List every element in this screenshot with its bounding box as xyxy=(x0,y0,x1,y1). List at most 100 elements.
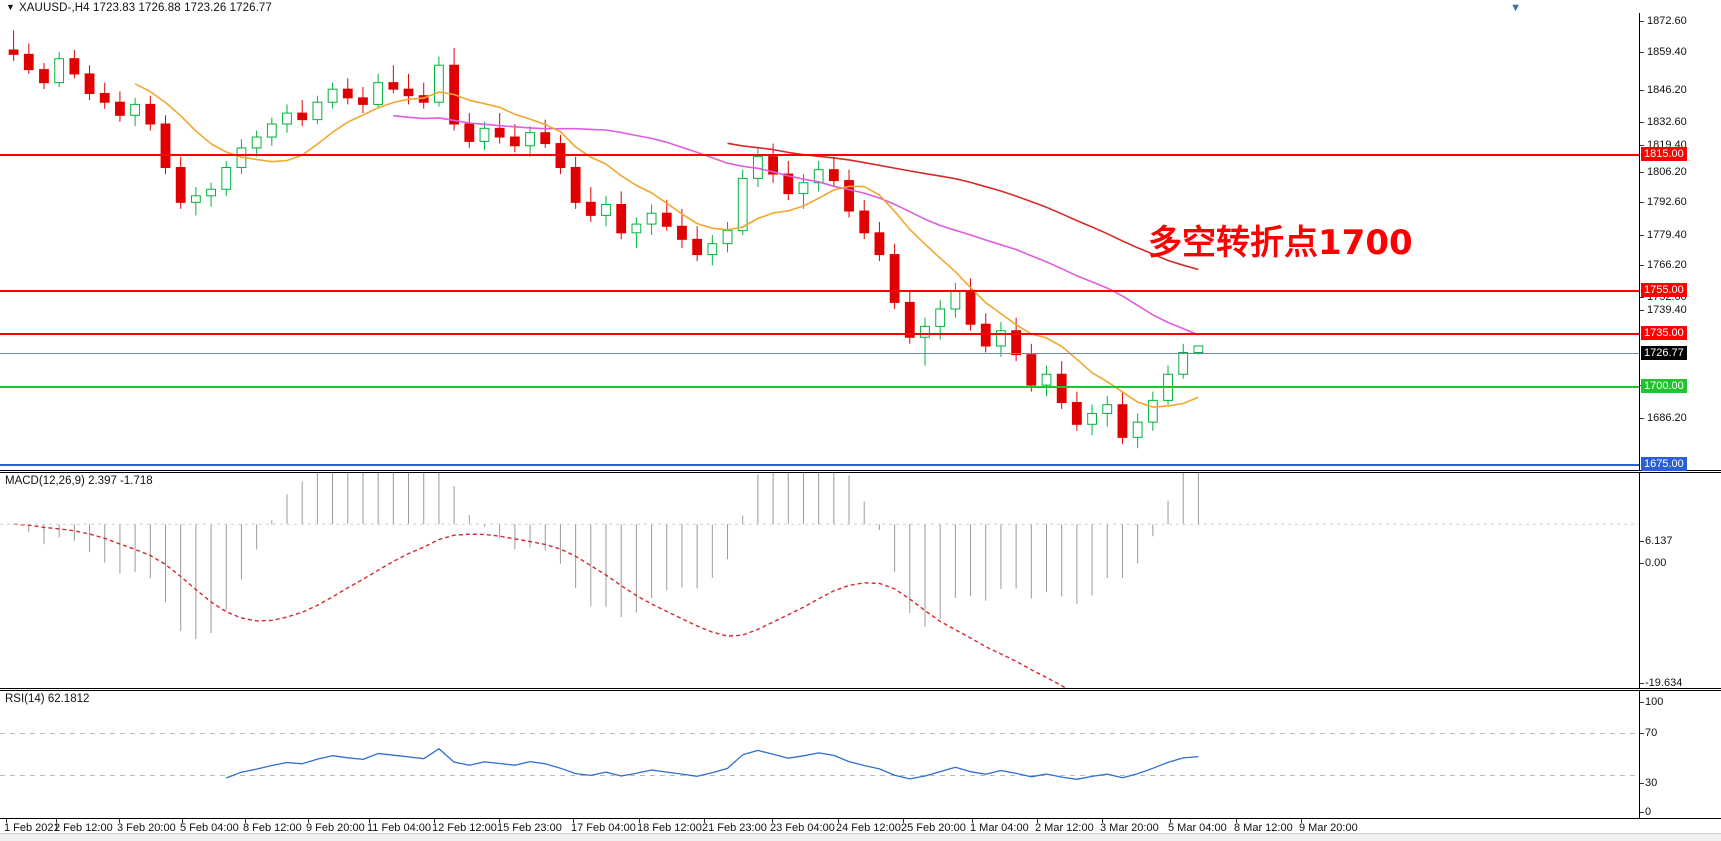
price-tick-label: 1779.40 xyxy=(1647,229,1687,241)
price-axis[interactable]: 1872.60 1859.40 1846.20 1832.60 1819.40 1806.… xyxy=(1640,13,1721,470)
time-tick xyxy=(639,819,640,823)
time-tick-label: 15 Feb 23:00 xyxy=(497,822,562,834)
ma-slow-line xyxy=(727,142,1199,271)
price-axis-rule xyxy=(1639,13,1640,470)
macd-pane[interactable]: MACD(12,26,9) 2.397 -1.718 6.137 0.00 -19.… xyxy=(0,473,1682,689)
macd-pane-divider xyxy=(0,470,1721,471)
price-pane[interactable]: 1872.60 1859.40 1846.20 1832.60 1819.40 1806.… xyxy=(0,13,1687,470)
rsi-pane-divider-2 xyxy=(0,690,1721,691)
price-tag-1755-00[interactable]: 1755.00 xyxy=(1641,283,1687,297)
time-tick-label: 21 Feb 23:00 xyxy=(702,822,767,834)
horizontal-scrollbar[interactable] xyxy=(0,833,1721,841)
time-tick-label: 1 Mar 04:00 xyxy=(970,822,1029,834)
price-tag-1726-77[interactable]: 1726.77 xyxy=(1641,346,1687,360)
time-tick xyxy=(499,819,500,823)
price-tick xyxy=(1640,122,1644,123)
price-chart-canvas[interactable] xyxy=(0,13,1640,470)
time-tick xyxy=(182,819,183,823)
rsi-line xyxy=(226,748,1199,780)
rsi-axis[interactable]: 100 70 30 0 xyxy=(1640,691,1721,818)
macd-tick xyxy=(1640,541,1644,542)
ma-fast-line xyxy=(134,83,1199,408)
ma-mid-line xyxy=(393,114,1199,336)
macd-axis[interactable]: 6.137 0.00 -19.634 xyxy=(1640,473,1721,689)
rsi-tick xyxy=(1640,733,1644,734)
time-tick-label: 3 Mar 20:00 xyxy=(1100,822,1159,834)
macd-tick xyxy=(1640,683,1644,684)
macd-title: MACD(12,26,9) 2.397 -1.718 xyxy=(5,475,153,487)
collapse-triangle-icon[interactable]: ▼ xyxy=(6,2,16,12)
chart-annotation-text: 多空转折点1700 xyxy=(1148,223,1413,263)
rsi-chart-canvas[interactable] xyxy=(0,691,1640,818)
price-tag-1675-00[interactable]: 1675.00 xyxy=(1641,457,1687,471)
symbol-header: ▼ XAUUSD-,H4 1723.83 1726.88 1723.26 1726… xyxy=(6,2,272,14)
price-tick-label: 1686.20 xyxy=(1647,412,1687,424)
time-tick xyxy=(704,819,705,823)
macd-signal-line xyxy=(13,523,1067,688)
price-tick-label: 1872.60 xyxy=(1647,15,1687,27)
price-tick xyxy=(1640,265,1644,266)
time-tick xyxy=(245,819,246,823)
level-line-1700-00[interactable] xyxy=(0,386,1639,388)
price-tick-label: 1806.20 xyxy=(1647,166,1687,178)
macd-tick-label: -19.634 xyxy=(1645,677,1683,689)
time-tick-label: 9 Mar 20:00 xyxy=(1299,822,1358,834)
price-tag-1735-00[interactable]: 1735.00 xyxy=(1641,326,1687,340)
rsi-pane-divider xyxy=(0,688,1721,689)
time-tick-label: 24 Feb 12:00 xyxy=(836,822,901,834)
time-tick-label: 8 Feb 12:00 xyxy=(243,822,302,834)
rsi-tick-label: 0 xyxy=(1645,806,1652,818)
price-tick-label: 1739.40 xyxy=(1647,304,1687,316)
macd-chart-canvas[interactable] xyxy=(0,473,1640,688)
time-tick-label: 3 Feb 20:00 xyxy=(117,822,176,834)
time-tick-label: 5 Mar 04:00 xyxy=(1168,822,1227,834)
time-tick xyxy=(56,819,57,823)
symbol-ohlc-label: XAUUSD-,H4 1723.83 1726.88 1723.26 1726.… xyxy=(19,2,272,14)
time-tick xyxy=(1102,819,1103,823)
macd-tick-label: 0.00 xyxy=(1645,557,1667,569)
level-line-1755-00[interactable] xyxy=(0,290,1639,292)
time-tick xyxy=(308,819,309,823)
price-tick-label: 1832.60 xyxy=(1647,116,1687,128)
time-tick xyxy=(434,819,435,823)
price-tag-1815-00[interactable]: 1815.00 xyxy=(1641,147,1687,161)
price-tick xyxy=(1640,172,1644,173)
macd-histogram xyxy=(28,473,1199,640)
price-tick xyxy=(1640,297,1644,298)
rsi-tick xyxy=(1640,783,1644,784)
price-tick-label: 1846.20 xyxy=(1647,84,1687,96)
price-tag-1700-00[interactable]: 1700.00 xyxy=(1641,379,1687,393)
level-line-1815-00[interactable] xyxy=(0,154,1639,156)
price-tick-label: 1859.40 xyxy=(1647,46,1687,58)
rsi-tick-label: 100 xyxy=(1645,696,1664,708)
time-tick-label: 1 Feb 2021 xyxy=(4,822,60,834)
time-tick-label: 25 Feb 20:00 xyxy=(901,822,966,834)
price-tick xyxy=(1640,145,1644,146)
time-tick-label: 2 Mar 12:00 xyxy=(1035,822,1094,834)
rsi-axis-rule xyxy=(1639,691,1640,818)
time-tick xyxy=(1170,819,1171,823)
macd-pane-divider-2 xyxy=(0,472,1721,473)
price-tick-label: 1766.20 xyxy=(1647,259,1687,271)
time-tick xyxy=(1301,819,1302,823)
macd-axis-rule xyxy=(1639,473,1640,688)
rsi-tick xyxy=(1640,812,1644,813)
time-tick xyxy=(119,819,120,823)
level-line-1726-77[interactable] xyxy=(0,353,1639,354)
price-tick xyxy=(1640,202,1644,203)
time-tick-label: 2 Feb 12:00 xyxy=(54,822,113,834)
rsi-pane[interactable]: RSI(14) 62.1812 100 70 30 0 xyxy=(0,691,1663,818)
price-tick xyxy=(1640,310,1644,311)
rsi-title: RSI(14) 62.1812 xyxy=(5,693,90,705)
time-tick xyxy=(369,819,370,823)
time-tick-label: 12 Feb 12:00 xyxy=(432,822,497,834)
level-line-1675-00[interactable] xyxy=(0,464,1639,466)
time-tick-label: 17 Feb 04:00 xyxy=(571,822,636,834)
pane-collapse-icon[interactable]: ▼ xyxy=(1510,2,1521,14)
time-tick xyxy=(1037,819,1038,823)
level-line-1735-00[interactable] xyxy=(0,333,1639,335)
time-tick-label: 8 Mar 12:00 xyxy=(1234,822,1293,834)
time-tick xyxy=(972,819,973,823)
time-tick xyxy=(838,819,839,823)
price-tick-label: 1792.60 xyxy=(1647,196,1687,208)
